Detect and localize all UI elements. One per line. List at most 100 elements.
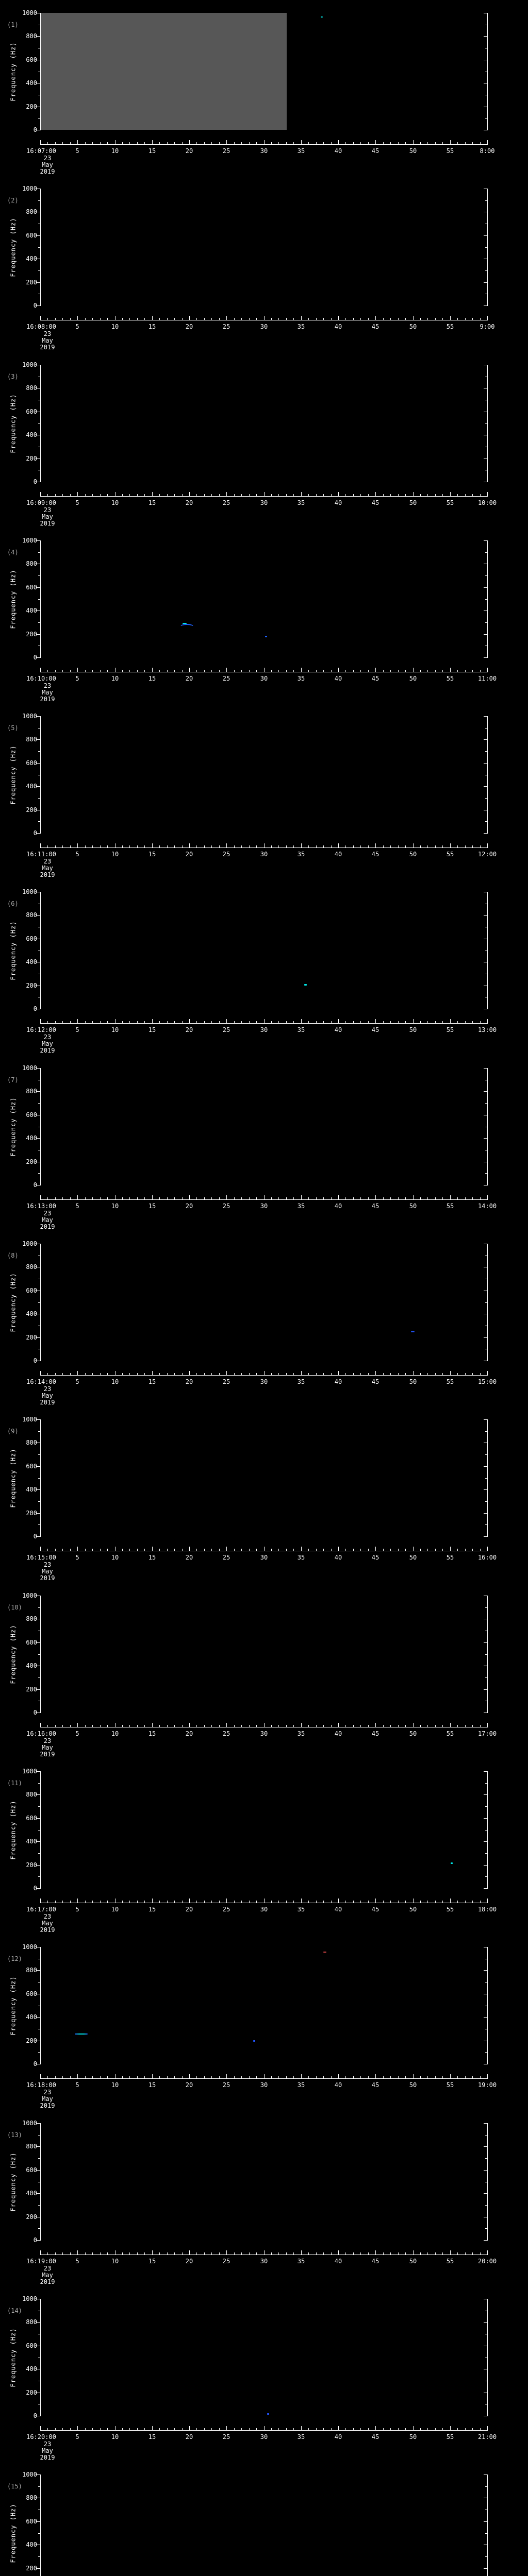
y-axis-title: Frequency (Hz)	[9, 920, 17, 980]
axis-tick	[100, 1725, 101, 1727]
axis-tick	[427, 1021, 428, 1023]
y-tick-label: 800	[26, 560, 37, 567]
y-axis-right	[487, 1068, 488, 1185]
axis-tick	[353, 1021, 354, 1023]
axis-tick	[457, 670, 458, 672]
axis-tick	[77, 1371, 78, 1375]
axis-tick	[427, 845, 428, 848]
x-tick-label: 35	[297, 1202, 305, 1210]
axis-tick	[278, 1021, 279, 1023]
y-axis-right	[487, 189, 488, 306]
y-tick-label: 800	[26, 208, 37, 215]
axis-tick	[271, 1197, 272, 1199]
axis-tick	[204, 318, 205, 320]
axis-tick	[249, 2076, 250, 2078]
axis-tick	[375, 2426, 376, 2430]
axis-tick	[38, 1654, 40, 1655]
axis-tick	[37, 1138, 40, 1139]
axis-tick	[92, 2252, 93, 2255]
axis-tick	[485, 1478, 487, 1479]
axis-tick	[368, 1373, 369, 1375]
axis-tick	[338, 1195, 339, 1199]
axis-tick	[38, 1431, 40, 1432]
axis-tick	[152, 2426, 153, 2430]
axis-tick	[37, 1513, 40, 1514]
axis-tick	[234, 2252, 235, 2255]
y-tick-label: 1000	[22, 361, 37, 368]
y-tick-label: 200	[26, 1510, 37, 1517]
axis-tick	[38, 1173, 40, 1174]
axis-tick	[331, 494, 332, 496]
y-tick-label: 400	[26, 1310, 37, 1317]
axis-tick	[107, 142, 108, 144]
axis-tick	[249, 494, 250, 496]
axis-tick	[122, 1901, 123, 1903]
axis-tick	[323, 1373, 324, 1375]
axis-tick	[353, 494, 354, 496]
y-axis-left	[40, 1244, 41, 1361]
axis-tick	[55, 1373, 56, 1375]
axis-tick	[100, 845, 101, 848]
axis-tick	[316, 318, 317, 320]
x-tick-label: 15	[148, 2258, 156, 2265]
axis-tick	[360, 1725, 361, 1727]
date-label: May	[42, 1568, 53, 1575]
y-tick-label: 1000	[22, 888, 37, 895]
axis-tick	[353, 1901, 354, 1903]
axis-tick	[480, 1021, 481, 1023]
axis-tick	[256, 1373, 257, 1375]
axis-tick	[398, 318, 399, 320]
axis-tick	[152, 2074, 153, 2078]
axis-tick	[485, 200, 487, 201]
axis-tick	[55, 142, 56, 144]
axis-tick	[47, 1197, 48, 1199]
axis-tick	[182, 2428, 183, 2430]
y-axis-left	[40, 1771, 41, 1889]
x-axis	[40, 2078, 488, 2079]
axis-tick	[211, 1901, 212, 1903]
x-tick-label: 15	[148, 1202, 156, 1210]
axis-tick	[360, 318, 361, 320]
axis-tick	[107, 2428, 108, 2430]
y-axis-title: Frequency (Hz)	[9, 1975, 17, 2036]
axis-tick	[241, 1725, 242, 1727]
axis-tick	[196, 2076, 197, 2078]
y-tick-label: 400	[26, 1838, 37, 1845]
axis-tick	[182, 1901, 183, 1903]
x-tick-label: 20	[185, 1906, 193, 1913]
axis-tick	[152, 1195, 153, 1199]
axis-tick	[484, 1466, 487, 1467]
axis-tick	[47, 2428, 48, 2430]
axis-tick	[485, 2158, 487, 2159]
y-axis-right	[487, 892, 488, 1009]
axis-tick	[390, 318, 391, 320]
axis-tick	[38, 1853, 40, 1854]
axis-tick	[47, 845, 48, 848]
y-tick-label: 600	[26, 408, 37, 415]
x-tick-label: 40	[334, 147, 342, 155]
x-tick-label: 45	[371, 1378, 380, 1385]
axis-tick	[77, 492, 78, 496]
spectral-event	[411, 1331, 415, 1332]
axis-tick	[338, 140, 339, 144]
x-tick-label: 35	[297, 2081, 305, 2089]
axis-tick	[38, 2052, 40, 2053]
plot-area	[40, 540, 487, 657]
x-axis	[40, 1023, 488, 1024]
x-end-time-label: 16:00	[477, 1554, 497, 1561]
axis-tick	[264, 843, 265, 848]
axis-tick	[249, 1549, 250, 1551]
axis-tick	[55, 2252, 56, 2255]
axis-tick	[204, 1725, 205, 1727]
axis-tick	[47, 2076, 48, 2078]
axis-tick	[37, 2146, 40, 2147]
axis-tick	[383, 845, 384, 848]
x-tick-label: 25	[222, 2258, 230, 2265]
x-tick-label: 10	[111, 1378, 119, 1385]
plot-area	[40, 13, 487, 130]
axis-tick	[465, 1373, 466, 1375]
axis-tick	[331, 845, 332, 848]
axis-tick	[40, 1195, 41, 1199]
x-tick-label: 50	[409, 323, 417, 330]
axis-tick	[308, 2076, 309, 2078]
